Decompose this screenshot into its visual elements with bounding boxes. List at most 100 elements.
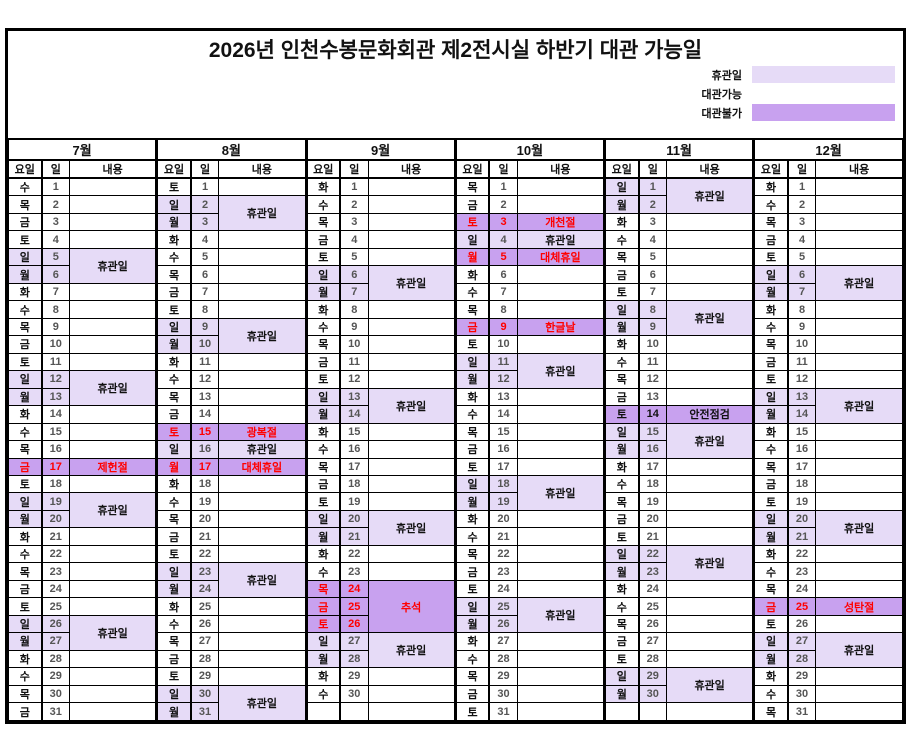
day-name-cell: 목 [8,317,43,337]
col-day: 요일 [754,159,789,179]
day-name-cell: 금 [455,562,491,581]
content-cell [516,457,605,476]
date-cell: 26 [339,614,369,634]
content-cell [815,230,903,249]
legend-swatch-closed [752,66,895,83]
date-cell: 9 [638,317,667,337]
day-row: 목 15 [455,422,605,442]
date-cell: 5 [787,247,817,267]
content-cell [666,614,754,634]
page-title: 2026년 인천수봉문화회관 제2전시실 하반기 대관 가능일 [208,39,703,62]
content-cell: 휴관일 [666,177,754,214]
day-name-cell: 수 [754,562,789,581]
day-row: 토 3 개천절 [455,212,605,232]
legend-swatch-blocked [752,104,895,121]
day-row: 목 27 [157,632,306,651]
day-name-cell: 토 [455,212,491,232]
date-cell: 26 [41,614,70,634]
day-name-cell: 월 [605,684,640,704]
date-cell: 5 [488,247,518,267]
day-name-cell: 일 [157,440,192,459]
content-cell [815,370,903,389]
date-cell: 11 [787,352,817,372]
day-name-cell: 금 [8,212,43,232]
date-cell: 9 [787,317,817,337]
content-cell [218,370,306,389]
day-name-cell: 월 [157,212,192,232]
day-row: 목 24 [754,579,903,599]
content-cell [218,300,306,319]
date-cell: 23 [488,562,518,581]
day-row: 토 28 [605,649,754,669]
day-name-cell: 금 [455,684,491,704]
month-name: 11월 [605,139,754,161]
content-cell [666,230,754,249]
day-name-cell: 수 [754,440,789,459]
day-row: 목 19 [605,492,754,511]
day-name-cell: 일 [605,177,640,197]
day-name-cell: 수 [157,370,192,389]
date-cell: 23 [638,562,667,581]
day-name-cell: 목 [754,457,789,476]
date-cell: 13 [787,387,817,407]
day-name-cell: 월 [605,440,640,459]
day-name-cell: 수 [306,684,341,704]
day-row: 월 10 [157,335,306,354]
day-row: 일 12 휴관일 [8,370,157,407]
date-cell [638,702,667,721]
date-cell: 15 [638,422,667,442]
date-cell: 13 [41,387,70,407]
content-cell [666,649,754,669]
day-name-cell: 수 [605,352,640,372]
content-cell: 휴관일 [367,265,456,302]
date-cell: 22 [41,544,70,564]
content-cell [218,405,306,424]
day-name-cell: 금 [455,440,491,459]
date-cell: 7 [787,282,817,302]
day-name-cell: 수 [754,195,789,214]
day-name-cell: 월 [306,649,341,669]
day-row: 금 31 [8,702,157,721]
content-cell [516,177,605,197]
date-cell: 2 [190,195,220,214]
day-row: 토 10 [455,335,605,354]
date-cell: 28 [190,649,220,669]
date-cell: 22 [638,544,667,564]
day-row: 토 29 [157,667,306,686]
col-content: 내용 [666,159,754,179]
date-cell: 3 [638,212,667,232]
date-cell: 16 [638,440,667,459]
day-row: 수 29 [8,667,157,686]
day-name-cell: 화 [455,632,491,651]
content-cell [367,440,456,459]
date-cell: 27 [488,632,518,651]
date-cell: 22 [787,544,817,564]
day-row: 목 13 [157,387,306,407]
content-cell: 휴관일 [815,387,903,424]
date-cell: 10 [41,335,70,354]
content-cell: 휴관일 [666,422,754,459]
day-name-cell: 금 [306,230,341,249]
date-cell: 19 [787,492,817,511]
content-cell: 제헌절 [69,457,157,476]
legend: 휴관일 대관가능 대관불가 [678,65,895,122]
date-cell: 17 [638,457,667,476]
date-cell: 18 [488,474,518,494]
day-row: 금 21 [157,527,306,546]
content-cell [815,317,903,337]
date-cell: 31 [787,702,817,721]
day-name-cell: 토 [8,597,43,616]
day-name-cell: 수 [306,562,341,581]
day-name-cell: 수 [306,317,341,337]
day-row: 화 20 [455,509,605,529]
day-name-cell: 화 [8,405,43,424]
day-row: 금 24 [8,579,157,599]
